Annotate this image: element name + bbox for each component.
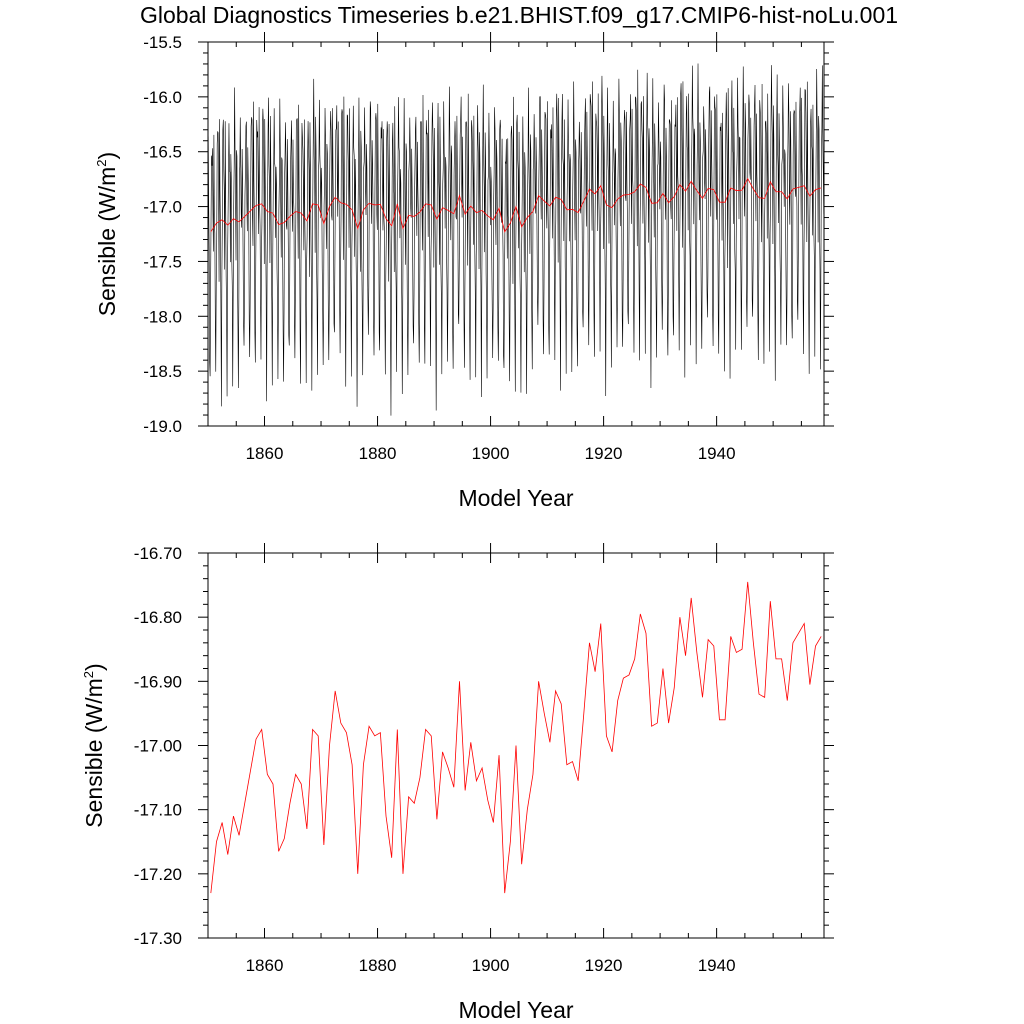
y-tick-label: -19.0 <box>143 417 182 436</box>
y-tick-label: -16.80 <box>134 608 182 627</box>
x-axis-label-top: Model Year <box>458 485 573 511</box>
y-tick-label: -17.5 <box>143 252 182 271</box>
y-axis-label-top: Sensible (W/m2) <box>94 152 120 316</box>
y-tick-label: -18.5 <box>143 362 182 381</box>
x-tick-label: 1880 <box>359 444 397 463</box>
x-tick-label: 1860 <box>246 956 284 975</box>
y-axis-label-bottom-tail: ) <box>81 663 107 671</box>
y-axis-label-top-tail: ) <box>94 152 120 160</box>
y-tick-label: -17.0 <box>143 198 182 217</box>
plot-frame-top <box>207 41 825 427</box>
plot-area-top <box>208 63 824 416</box>
axis-ticks-top: 1860 1880 1900 1920 1940 -19.0 -18.5 -18.0 -17.5… <box>143 32 834 463</box>
x-tick-label: 1920 <box>585 956 623 975</box>
y-tick-label: -16.5 <box>143 143 182 162</box>
y-tick-label: -17.30 <box>134 929 182 948</box>
x-axis-label-bottom: Model Year <box>458 997 573 1023</box>
x-tick-label: 1940 <box>698 956 736 975</box>
y-axis-label-bottom-sup: 2 <box>81 671 96 678</box>
x-tick-label: 1900 <box>472 444 510 463</box>
monthly-series-line <box>208 63 824 416</box>
axis-ticks-bottom: 1860 1880 1900 1920 1940 -17.30 -17.20 -17.10 -1… <box>134 543 834 975</box>
y-tick-label: -16.0 <box>143 88 182 107</box>
x-tick-label: 1860 <box>246 444 284 463</box>
y-axis-label-top-main: Sensible (W/m <box>94 167 120 317</box>
timeseries-panel-top: 1860 1880 1900 1920 1940 -19.0 -18.5 -18.0 -17.5… <box>94 32 834 511</box>
annual-mean-series-line <box>210 177 822 233</box>
y-tick-label: -17.00 <box>134 737 182 756</box>
y-axis-label-bottom-main: Sensible (W/m <box>81 678 107 828</box>
y-tick-label: -17.10 <box>134 801 182 820</box>
annual-mean-series-line <box>210 581 822 894</box>
y-tick-label: -17.20 <box>134 865 182 884</box>
y-tick-label: -15.5 <box>143 33 182 52</box>
x-tick-label: 1920 <box>585 444 623 463</box>
timeseries-panel-bottom: 1860 1880 1900 1920 1940 -17.30 -17.20 -17.10 -1… <box>81 543 834 1023</box>
y-tick-label: -18.0 <box>143 307 182 326</box>
y-axis-label-bottom: Sensible (W/m2) <box>81 663 107 827</box>
y-axis-label-top-sup: 2 <box>94 159 109 166</box>
x-tick-label: 1880 <box>359 956 397 975</box>
plot-area-bottom <box>210 581 822 894</box>
chart-title: Global Diagnostics Timeseries b.e21.BHIS… <box>140 2 898 28</box>
x-tick-label: 1900 <box>472 956 510 975</box>
y-tick-label: -16.70 <box>134 544 182 563</box>
y-tick-label: -16.90 <box>134 672 182 691</box>
x-tick-label: 1940 <box>698 444 736 463</box>
